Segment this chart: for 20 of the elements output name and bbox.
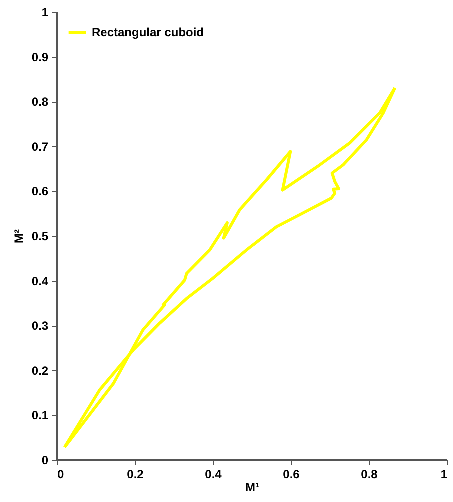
y-tick-label: 0 [42, 454, 49, 468]
y-tick-label: 0.2 [32, 364, 49, 378]
x-axis-title: M¹ [246, 480, 260, 494]
legend-label: Rectangular cuboid [92, 26, 204, 40]
y-tick-label: 0.4 [32, 274, 49, 288]
y-tick-label: 0.9 [32, 50, 49, 64]
y-tick-label: 0.5 [32, 230, 49, 244]
y-tick-label: 0.7 [32, 140, 49, 154]
x-tick-label: 1 [440, 468, 448, 482]
x-tick-label: 0.8 [361, 468, 378, 482]
y-tick-label: 0.6 [32, 184, 49, 199]
y-tick-label: 0.1 [32, 408, 49, 423]
x-tick-label: 0 [58, 468, 64, 482]
y-tick-label: 0.3 [32, 319, 49, 334]
y-tick-label: 1 [42, 6, 49, 20]
x-tick-label: 0.2 [127, 468, 144, 482]
x-tick-label: 0.6 [283, 468, 300, 482]
y-axis-title: M² [12, 230, 26, 244]
x-tick-label: 0.4 [205, 468, 222, 482]
y-tick-label: 0.8 [32, 95, 49, 110]
